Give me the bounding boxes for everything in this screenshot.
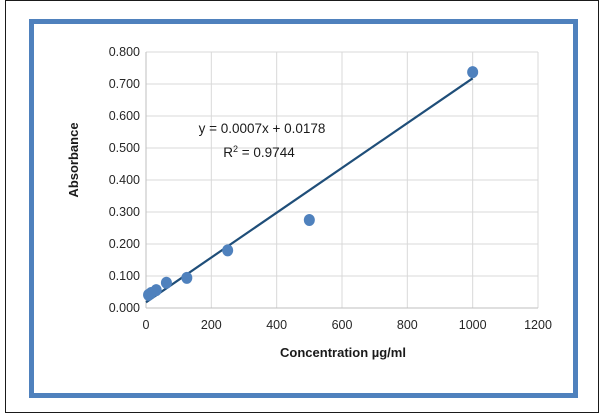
x-tick-label: 800 <box>397 318 418 332</box>
r-squared-superscript: 2 <box>233 144 238 154</box>
y-tick-label: 0.300 <box>109 205 140 219</box>
data-point <box>303 214 315 226</box>
r-squared-label: R2 = 0.9744 <box>223 144 295 160</box>
y-tick-label: 0.800 <box>109 45 140 59</box>
y-tick-label: 0.600 <box>109 109 140 123</box>
trendline-layer <box>145 77 474 304</box>
r-squared-prefix: R <box>223 145 233 160</box>
data-point <box>222 244 234 257</box>
axes <box>145 52 538 309</box>
x-tick-label: 400 <box>266 318 287 332</box>
x-tick-label: 200 <box>201 318 222 332</box>
y-tick-labels: 0.000 0.100 0.200 0.300 0.400 0.500 0.600 0.700… <box>109 45 140 315</box>
y-tick-label: 0.100 <box>109 269 140 283</box>
x-tick-label: 600 <box>332 318 353 332</box>
gridlines <box>146 51 539 308</box>
x-tick-label: 1200 <box>524 318 552 332</box>
y-tick-label: 0.700 <box>109 77 140 91</box>
data-points <box>143 66 479 301</box>
x-axis-title: Concentration µg/ml <box>280 345 406 360</box>
data-point <box>160 276 172 289</box>
x-tick-labels: 0 200 400 600 800 1000 1200 <box>143 318 552 332</box>
y-tick-label: 0.000 <box>109 301 140 315</box>
x-tick-label: 1000 <box>459 318 487 332</box>
y-axis-title: Absorbance <box>66 122 81 197</box>
trendline <box>145 77 474 304</box>
y-tick-label: 0.400 <box>109 173 140 187</box>
trendline-equation: y = 0.0007x + 0.0178 <box>199 121 326 136</box>
y-tick-label: 0.500 <box>109 141 140 155</box>
chart-frame <box>29 19 578 398</box>
y-tick-label: 0.200 <box>109 237 140 251</box>
data-point <box>181 271 193 284</box>
r-squared-value: = 0.9744 <box>238 145 295 160</box>
x-tick-label: 0 <box>143 318 150 332</box>
data-point <box>467 66 479 79</box>
data-point <box>150 284 162 297</box>
